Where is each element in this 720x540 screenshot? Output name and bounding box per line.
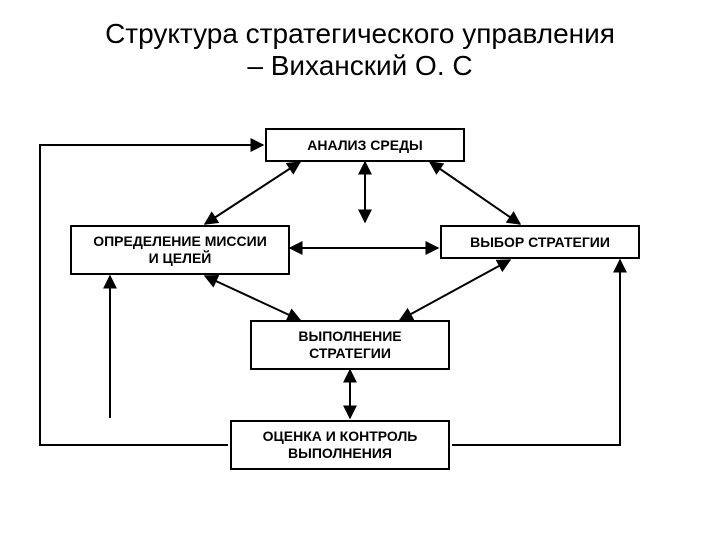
node-strategy: ВЫБОР СТРАТЕГИИ xyxy=(440,225,640,259)
node-control-label: ОЦЕНКА И КОНТРОЛЬВЫПОЛНЕНИЯ xyxy=(263,428,418,462)
node-analysis: АНАЛИЗ СРЕДЫ xyxy=(265,128,465,162)
node-control: ОЦЕНКА И КОНТРОЛЬВЫПОЛНЕНИЯ xyxy=(230,420,450,470)
node-mission-label: ОПРЕДЕЛЕНИЕ МИССИИИ ЦЕЛЕЙ xyxy=(93,233,267,267)
title-line2: – Виханский О. С xyxy=(0,50,720,82)
page-title: Структура стратегического управления – В… xyxy=(0,18,720,82)
node-mission: ОПРЕДЕЛЕНИЕ МИССИИИ ЦЕЛЕЙ xyxy=(70,225,290,275)
node-analysis-label: АНАЛИЗ СРЕДЫ xyxy=(307,137,423,154)
node-execution-label: ВЫПОЛНЕНИЕСТРАТЕГИИ xyxy=(298,328,401,362)
node-strategy-label: ВЫБОР СТРАТЕГИИ xyxy=(470,234,610,251)
title-line1: Структура стратегического управления xyxy=(0,18,720,50)
node-execution: ВЫПОЛНЕНИЕСТРАТЕГИИ xyxy=(250,320,450,370)
